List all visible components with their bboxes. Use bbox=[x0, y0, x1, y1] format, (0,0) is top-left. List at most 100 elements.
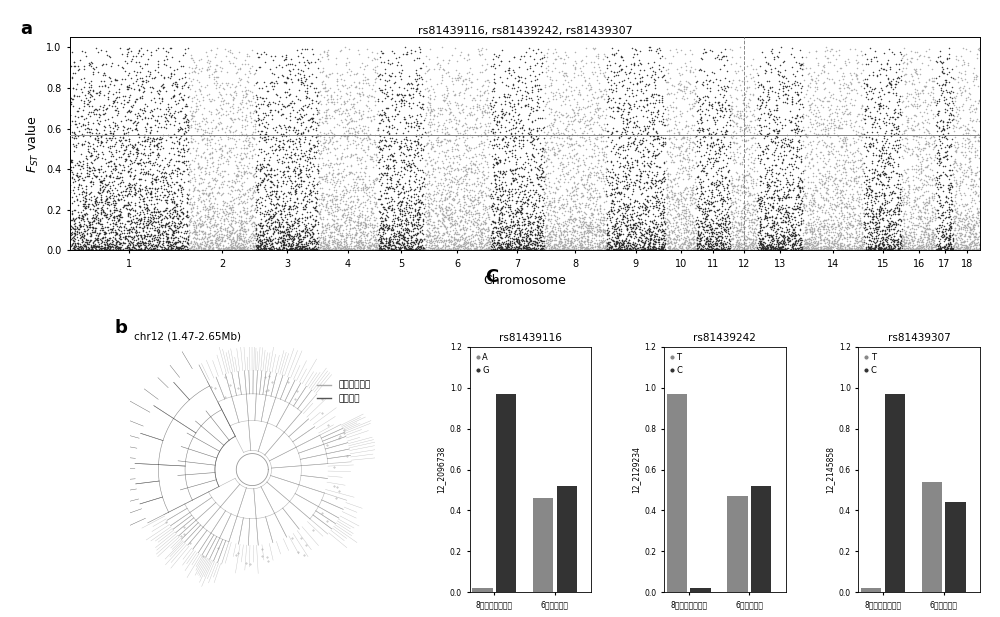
Point bbox=[511, 189, 527, 199]
Point bbox=[606, 78, 622, 88]
Point bbox=[575, 68, 591, 78]
Point bbox=[454, 230, 470, 239]
Point bbox=[265, 246, 281, 255]
Point bbox=[463, 167, 479, 176]
Point bbox=[763, 244, 779, 254]
Point bbox=[322, 233, 338, 242]
Point bbox=[554, 244, 570, 254]
Point bbox=[557, 231, 573, 241]
Point bbox=[108, 229, 124, 239]
Point bbox=[85, 139, 101, 149]
Point bbox=[467, 244, 483, 254]
Point bbox=[384, 85, 400, 94]
Point bbox=[879, 239, 895, 249]
Point bbox=[550, 225, 566, 234]
Point bbox=[939, 242, 955, 252]
Point bbox=[720, 194, 736, 204]
Point bbox=[678, 208, 694, 218]
Point bbox=[275, 101, 291, 110]
Point bbox=[809, 238, 825, 248]
Point bbox=[919, 234, 935, 244]
Point bbox=[212, 170, 228, 180]
Point bbox=[510, 192, 526, 202]
Point bbox=[142, 183, 158, 193]
Point bbox=[657, 239, 673, 249]
Point bbox=[142, 128, 158, 138]
Point bbox=[739, 213, 755, 223]
Point bbox=[81, 97, 97, 107]
Point bbox=[275, 230, 291, 240]
Point bbox=[204, 237, 220, 247]
Point bbox=[490, 226, 506, 236]
Point bbox=[228, 238, 244, 247]
Point bbox=[767, 145, 783, 155]
Point bbox=[101, 239, 117, 249]
Point bbox=[936, 96, 952, 106]
Point bbox=[743, 234, 759, 244]
Point bbox=[944, 244, 960, 254]
Point bbox=[518, 91, 534, 101]
Point bbox=[672, 243, 688, 253]
Point bbox=[523, 245, 539, 255]
Point bbox=[375, 202, 391, 212]
Point bbox=[802, 205, 818, 215]
Point bbox=[276, 130, 292, 139]
Point bbox=[500, 152, 516, 162]
Point bbox=[788, 204, 804, 213]
Point bbox=[333, 220, 349, 230]
Point bbox=[86, 201, 102, 211]
Point bbox=[379, 242, 395, 252]
Point bbox=[730, 228, 746, 238]
Point bbox=[228, 142, 244, 152]
Point bbox=[613, 112, 629, 122]
Point bbox=[645, 141, 661, 151]
Point bbox=[682, 195, 698, 205]
Point bbox=[308, 132, 324, 142]
Point bbox=[689, 233, 705, 243]
Point bbox=[374, 96, 390, 106]
Point bbox=[515, 135, 531, 145]
Point bbox=[159, 193, 175, 202]
Point bbox=[894, 226, 910, 236]
Point bbox=[188, 101, 204, 111]
Point bbox=[430, 117, 446, 127]
Point bbox=[481, 242, 497, 252]
Point bbox=[194, 109, 210, 118]
Point bbox=[133, 214, 149, 224]
Point bbox=[444, 232, 460, 242]
Point bbox=[85, 143, 101, 152]
Point bbox=[949, 166, 965, 176]
Point bbox=[920, 233, 936, 243]
Point bbox=[606, 70, 622, 80]
Point bbox=[75, 163, 91, 173]
Point bbox=[372, 175, 388, 184]
Point bbox=[301, 145, 317, 155]
Point bbox=[442, 236, 458, 246]
Point bbox=[821, 239, 837, 249]
Point bbox=[125, 212, 141, 222]
Point bbox=[557, 124, 573, 134]
Point bbox=[534, 146, 550, 156]
Point bbox=[260, 131, 276, 141]
Point bbox=[465, 196, 481, 205]
Point bbox=[394, 90, 410, 100]
Point bbox=[505, 120, 521, 130]
Point bbox=[869, 191, 885, 201]
Point bbox=[871, 155, 887, 165]
Point bbox=[637, 218, 653, 228]
Point bbox=[235, 202, 251, 212]
Point bbox=[613, 242, 629, 252]
Point bbox=[395, 224, 411, 234]
Point bbox=[830, 122, 846, 132]
Point bbox=[130, 234, 146, 244]
Point bbox=[896, 128, 912, 138]
Point bbox=[607, 97, 623, 107]
Point bbox=[604, 241, 620, 251]
Point bbox=[279, 165, 295, 175]
Point bbox=[383, 245, 399, 255]
Point bbox=[631, 176, 647, 186]
Point bbox=[798, 244, 814, 254]
Point bbox=[792, 78, 808, 88]
Point bbox=[505, 112, 521, 122]
Point bbox=[826, 125, 842, 135]
